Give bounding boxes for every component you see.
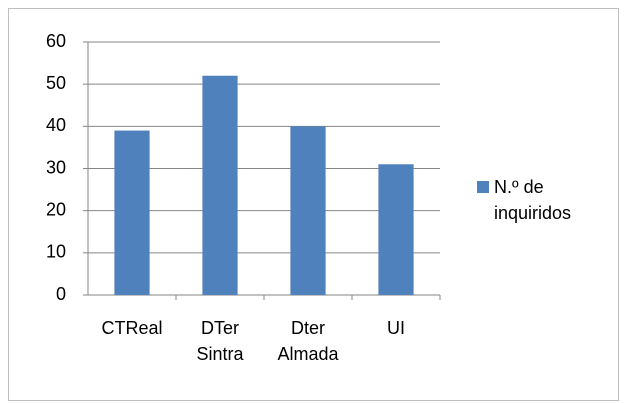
y-tick-label: 10: [46, 242, 66, 262]
y-tick-label: 30: [46, 157, 66, 177]
legend-swatch: [477, 181, 489, 193]
y-tick-label: 20: [46, 199, 66, 219]
bar: [114, 130, 150, 295]
bar: [290, 126, 326, 295]
y-tick-label: 40: [46, 115, 66, 135]
bar: [202, 75, 238, 295]
x-tick-label: Dter Almada: [277, 318, 339, 364]
y-tick-label: 50: [46, 73, 66, 93]
legend-label: N.º de inquiridos: [494, 177, 572, 223]
x-tick-label: DTer Sintra: [196, 318, 244, 364]
y-tick-label: 60: [46, 31, 66, 51]
x-tick-label: UI: [387, 318, 405, 338]
y-tick-label: 0: [56, 284, 66, 304]
bar: [378, 164, 414, 295]
x-tick-label: CTReal: [101, 318, 163, 338]
